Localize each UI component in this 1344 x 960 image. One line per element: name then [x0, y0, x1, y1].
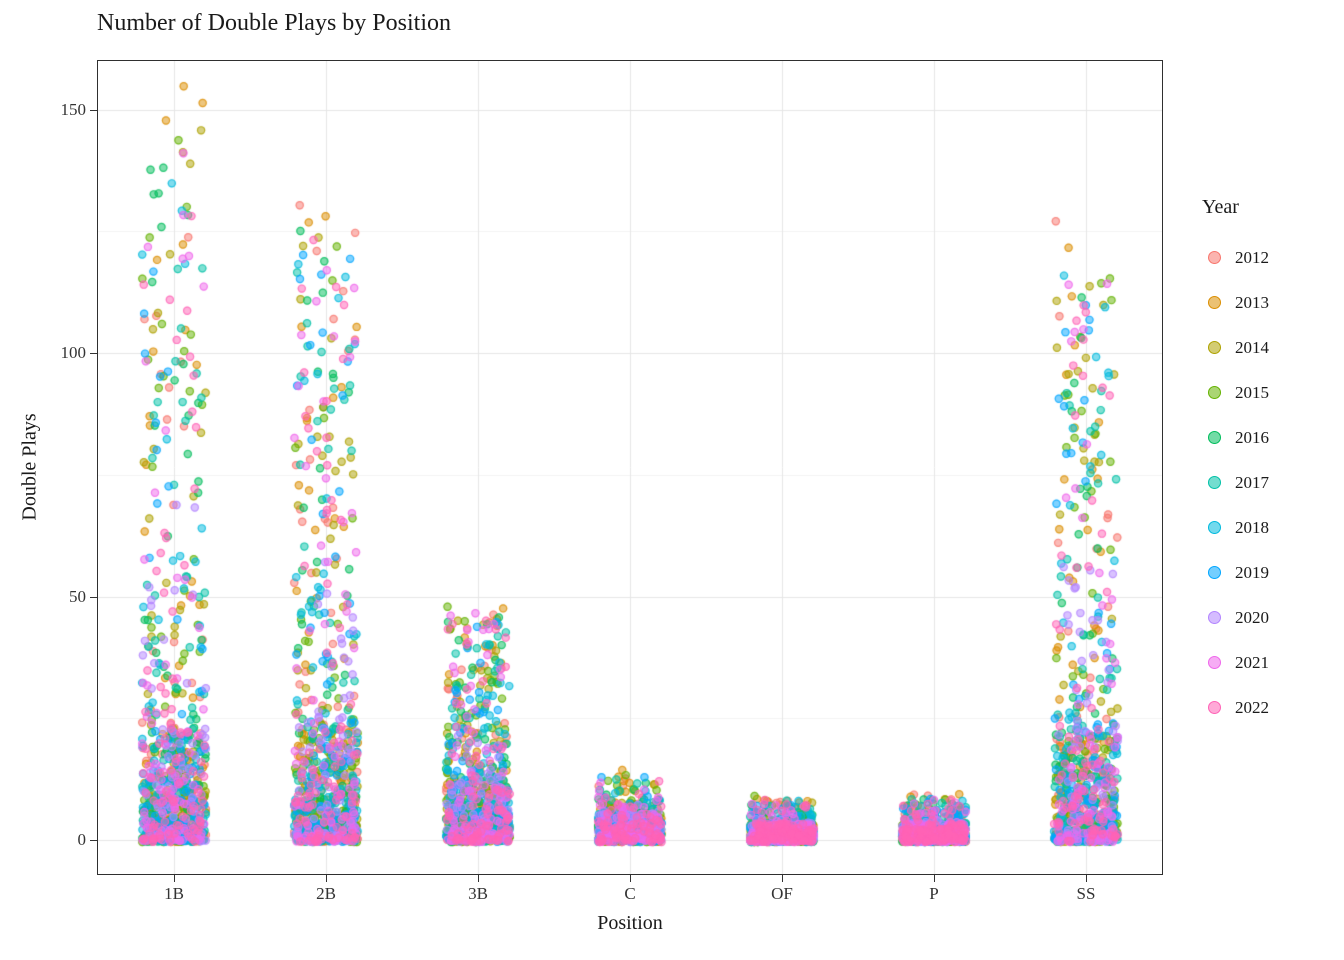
chart-title: Number of Double Plays by Position [97, 10, 451, 36]
x-tick-label: C [624, 884, 636, 903]
legend-item-label: 2018 [1235, 517, 1269, 537]
legend-item-label: 2014 [1235, 337, 1269, 357]
plot-panel [97, 60, 1163, 875]
legend-point-swatch [1208, 701, 1221, 714]
legend-item-2012: 2012 [1202, 235, 1342, 280]
legend-title: Year [1202, 196, 1239, 218]
x-axis-title: Position [597, 912, 663, 934]
x-tick-mark [478, 875, 479, 882]
legend-item-label: 2012 [1235, 247, 1269, 267]
legend-point-swatch [1208, 296, 1221, 309]
y-tick-mark [90, 353, 97, 354]
legend-item-label: 2021 [1235, 652, 1269, 672]
y-tick-mark [90, 110, 97, 111]
x-tick-label: 3B [468, 884, 488, 903]
legend-item-label: 2015 [1235, 382, 1269, 402]
legend-item-2019: 2019 [1202, 550, 1342, 595]
legend-point-swatch [1208, 476, 1221, 489]
legend-items: 2012 2013 2014 2015 2016 2017 2018 2019 2020 2021… [1202, 235, 1342, 730]
y-tick-mark [90, 597, 97, 598]
legend-item-2020: 2020 [1202, 595, 1342, 640]
legend-item-2021: 2021 [1202, 640, 1342, 685]
y-tick-label: 150 [60, 99, 87, 119]
legend-point-swatch [1208, 431, 1221, 444]
x-tick-mark [1086, 875, 1087, 882]
legend-item-label: 2013 [1235, 292, 1269, 312]
legend-item-2014: 2014 [1202, 325, 1342, 370]
legend-point-swatch [1208, 566, 1221, 579]
y-tick-label: 0 [77, 829, 87, 849]
legend-point-swatch [1208, 251, 1221, 264]
x-tick-label: 1B [164, 884, 184, 903]
y-tick-label: 50 [69, 586, 86, 606]
x-tick-mark [934, 875, 935, 882]
legend-item-label: 2016 [1235, 427, 1269, 447]
legend-item-label: 2022 [1235, 697, 1269, 717]
legend-item-label: 2020 [1235, 607, 1269, 627]
legend-point-swatch [1208, 341, 1221, 354]
legend-point-swatch [1208, 611, 1221, 624]
legend-item-2015: 2015 [1202, 370, 1342, 415]
y-tick-mark [90, 840, 97, 841]
legend: Year 2012 2013 2014 2015 2016 2017 2018 2019 202… [1202, 196, 1342, 730]
legend-item-2016: 2016 [1202, 415, 1342, 460]
legend-point-swatch [1208, 521, 1221, 534]
legend-item-2022: 2022 [1202, 685, 1342, 730]
x-tick-mark [174, 875, 175, 882]
y-axis-title: Double Plays [18, 413, 41, 521]
x-tick-mark [782, 875, 783, 882]
legend-item-2013: 2013 [1202, 280, 1342, 325]
x-tick-label: 2B [316, 884, 336, 903]
x-tick-mark [630, 875, 631, 882]
legend-point-swatch [1208, 656, 1221, 669]
legend-item-label: 2019 [1235, 562, 1269, 582]
jitter-plot-canvas [98, 61, 1162, 874]
legend-point-swatch [1208, 386, 1221, 399]
x-tick-mark [326, 875, 327, 882]
x-tick-label: OF [771, 884, 793, 903]
legend-item-2018: 2018 [1202, 505, 1342, 550]
legend-item-label: 2017 [1235, 472, 1269, 492]
legend-item-2017: 2017 [1202, 460, 1342, 505]
x-tick-label: SS [1076, 884, 1096, 903]
y-tick-label: 100 [60, 343, 87, 363]
x-tick-label: P [929, 884, 939, 903]
